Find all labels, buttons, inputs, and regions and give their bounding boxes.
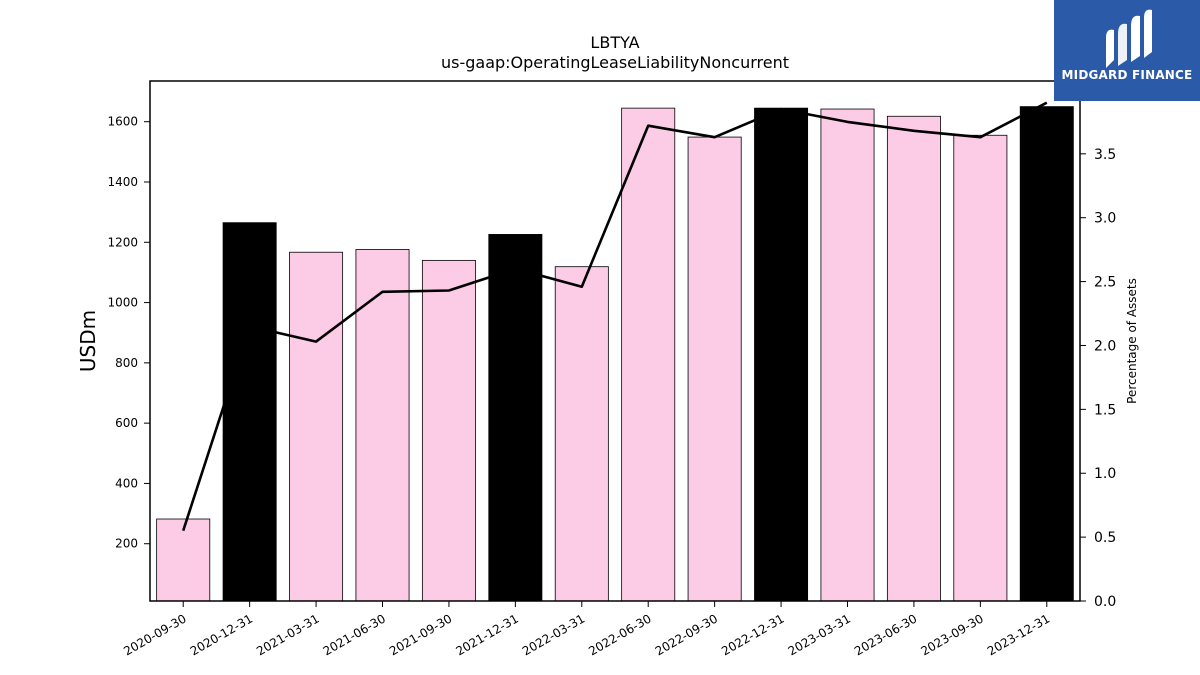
- bar: [289, 251, 344, 602]
- bar: [687, 136, 742, 602]
- y2-tick-label: 1.5: [1094, 402, 1116, 418]
- bar: [156, 518, 211, 602]
- x-tick-label: 2022-03-31: [520, 611, 587, 658]
- y2-tick-label: 0.0: [1094, 594, 1116, 610]
- x-tick-label: 2023-12-31: [985, 611, 1052, 658]
- y-axis-right: 0.0 0.5 1.0 1.5 2.0 2.5 3.0 3.5: [1080, 147, 1116, 610]
- y-tick-label: 1000: [107, 296, 138, 310]
- y2-tick-label: 1.0: [1094, 466, 1116, 482]
- x-tick-label: 2023-09-30: [918, 611, 985, 658]
- y2-tick-label: 3.5: [1094, 147, 1116, 163]
- brand-logo: MIDGARD FINANCE: [1054, 0, 1200, 101]
- percentage-line: [181, 101, 1048, 532]
- y-tick-label: 200: [115, 537, 138, 551]
- logo-text: MIDGARD FINANCE: [1061, 68, 1193, 82]
- x-axis: 2020-09-30 2020-12-31 2021-03-31 2021-06-30…: [121, 601, 1052, 658]
- bar: [754, 107, 809, 602]
- bar: [554, 266, 609, 602]
- bar: [621, 107, 676, 602]
- x-tick-label: 2022-12-31: [719, 611, 786, 658]
- x-tick-label: 2021-12-31: [453, 611, 520, 658]
- bar: [953, 134, 1008, 602]
- chart-title: LBTYA: [590, 33, 639, 52]
- bar: [886, 115, 941, 602]
- x-tick-label: 2022-09-30: [653, 611, 720, 658]
- bar: [1019, 106, 1074, 602]
- x-tick-label: 2020-09-30: [121, 611, 188, 658]
- x-tick-label: 2022-06-30: [586, 611, 653, 658]
- y2-tick-label: 2.5: [1094, 275, 1116, 291]
- y-axis-label: USDm: [76, 310, 100, 372]
- x-tick-label: 2023-06-30: [852, 611, 919, 658]
- y-tick-label: 1200: [107, 235, 138, 249]
- x-tick-label: 2020-12-31: [188, 611, 255, 658]
- bar: [421, 259, 476, 602]
- x-tick-label: 2021-06-30: [321, 611, 388, 658]
- y-tick-label: 400: [115, 476, 138, 490]
- chart-subtitle: us-gaap:OperatingLeaseLiabilityNoncurren…: [441, 53, 789, 72]
- bar: [222, 222, 277, 602]
- x-tick-label: 2023-03-31: [786, 611, 853, 658]
- y-axis-left: 200 400 600 800 1000 1200 1400 1600: [107, 115, 150, 551]
- bar: [355, 249, 410, 602]
- bar: [488, 234, 543, 602]
- line-group: [181, 101, 1048, 532]
- y2-tick-label: 0.5: [1094, 530, 1116, 546]
- y-axis-label-right: Percentage of Assets: [1125, 278, 1139, 404]
- bar-group: [156, 106, 1074, 602]
- x-tick-label: 2021-09-30: [387, 611, 454, 658]
- y2-tick-label: 3.0: [1094, 211, 1116, 227]
- logo-mark-icon: [1106, 9, 1152, 68]
- y-tick-label: 600: [115, 416, 138, 430]
- y-tick-label: 800: [115, 356, 138, 370]
- bar: [820, 108, 875, 602]
- y-tick-label: 1400: [107, 175, 138, 189]
- y2-tick-label: 2.0: [1094, 338, 1116, 354]
- x-tick-label: 2021-03-31: [254, 611, 321, 658]
- y-tick-label: 1600: [107, 115, 138, 129]
- plot-frame: [149, 80, 1081, 602]
